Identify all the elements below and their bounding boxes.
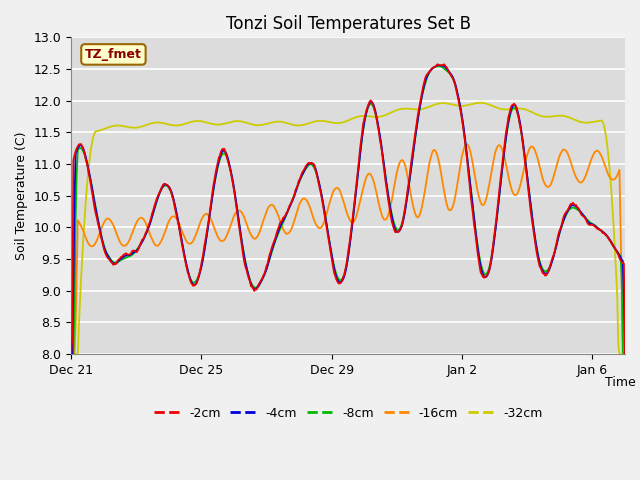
X-axis label: Time: Time	[605, 376, 636, 389]
Title: Tonzi Soil Temperatures Set B: Tonzi Soil Temperatures Set B	[225, 15, 470, 33]
Legend: -2cm, -4cm, -8cm, -16cm, -32cm: -2cm, -4cm, -8cm, -16cm, -32cm	[149, 402, 547, 424]
Y-axis label: Soil Temperature (C): Soil Temperature (C)	[15, 132, 28, 260]
Text: TZ_fmet: TZ_fmet	[85, 48, 142, 61]
